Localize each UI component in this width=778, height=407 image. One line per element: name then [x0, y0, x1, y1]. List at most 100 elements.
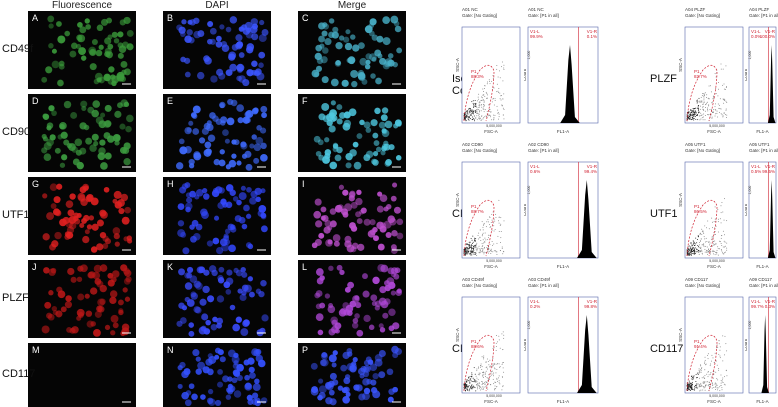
event-dot [714, 386, 716, 388]
cell [84, 18, 90, 24]
cell [205, 358, 213, 366]
cell [103, 132, 111, 140]
event-dot [693, 241, 695, 243]
event-dot [495, 387, 497, 389]
y-tick-label: 1,000 [748, 51, 752, 60]
event-dot [473, 106, 475, 108]
cell [192, 128, 200, 135]
cell [45, 66, 53, 74]
cell [320, 358, 329, 367]
event-dot [498, 339, 500, 341]
event-dot [699, 364, 701, 366]
event-dot [702, 93, 704, 95]
event-dot [692, 108, 694, 110]
row-label: CD90 [2, 126, 31, 138]
event-dot [476, 246, 478, 248]
cell [67, 209, 75, 217]
cell [343, 36, 350, 43]
cell [349, 149, 357, 157]
event-dot [700, 246, 702, 248]
event-dot [719, 98, 721, 100]
event-dot [497, 109, 499, 111]
event-dot [467, 253, 469, 255]
y-tick-label: 1,000 [527, 51, 531, 60]
event-dot [691, 375, 693, 377]
event-dot [489, 108, 491, 110]
event-dot [477, 108, 479, 110]
event-dot [471, 116, 473, 118]
column-header: Merge [337, 0, 367, 11]
cell [180, 31, 186, 37]
event-dot [716, 378, 718, 380]
cell [364, 63, 371, 70]
event-dot [692, 114, 694, 116]
event-dot [487, 368, 489, 370]
event-dot [704, 107, 706, 109]
gate-label: Gate: [No Gating] [462, 148, 497, 153]
cell [359, 57, 368, 66]
cell [376, 205, 384, 213]
event-dot [725, 108, 727, 110]
event-dot [473, 378, 475, 380]
event-dot [714, 103, 716, 105]
cell [329, 208, 337, 215]
cell [227, 386, 234, 393]
histogram-peak [560, 45, 580, 123]
event-dot [704, 225, 706, 227]
plot-title: A04 PLZF [749, 7, 770, 12]
cell [362, 273, 368, 280]
event-dot [493, 225, 495, 227]
cell [77, 22, 83, 28]
cell [216, 322, 223, 329]
event-dot [477, 366, 479, 368]
cell [97, 152, 106, 161]
event-dot [695, 380, 697, 382]
cell [249, 291, 255, 298]
cell [42, 113, 50, 120]
cell [204, 57, 212, 65]
cell [310, 387, 319, 396]
gate-name: P1 [471, 69, 477, 74]
cell [78, 47, 86, 56]
cell [70, 112, 78, 119]
cell [184, 146, 192, 154]
cell [256, 72, 265, 81]
event-dot [471, 112, 473, 114]
event-dot [495, 342, 497, 344]
cell [362, 290, 370, 298]
cell [261, 112, 267, 119]
cell [86, 320, 94, 328]
histogram-peak [767, 45, 776, 123]
cell [377, 53, 383, 59]
event-dot [707, 97, 709, 99]
event-dot [502, 385, 504, 387]
cell [240, 142, 248, 150]
event-dot [469, 382, 471, 384]
cell [183, 57, 191, 64]
cell [360, 207, 367, 214]
cell [113, 38, 120, 44]
plot-title: A01 NC [528, 7, 545, 12]
event-dot [470, 109, 472, 111]
event-dot [469, 378, 471, 380]
cell [311, 242, 318, 249]
event-dot [490, 116, 492, 118]
event-dot [479, 374, 481, 376]
cell [99, 209, 107, 217]
micrograph: M [28, 343, 136, 407]
event-dot [467, 110, 469, 112]
event-dot [694, 114, 696, 116]
cell [389, 217, 397, 226]
event-dot [694, 252, 696, 254]
cell [370, 294, 378, 302]
event-dot [712, 110, 714, 112]
cell [104, 37, 112, 45]
cell [260, 397, 268, 404]
cell [356, 218, 363, 225]
event-dot [483, 388, 485, 390]
event-dot [497, 90, 499, 92]
event-dot [474, 103, 476, 105]
cell [111, 80, 117, 87]
